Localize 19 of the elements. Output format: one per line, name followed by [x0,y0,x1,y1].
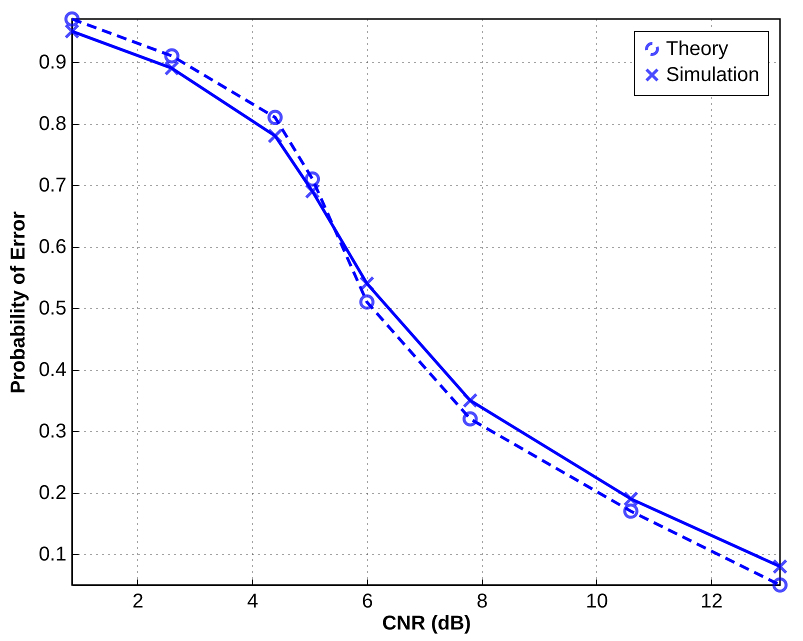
y-axis-title: Probability of Error [8,211,30,394]
x-tick-label: 12 [700,590,723,612]
y-tick-label: 0.6 [38,236,66,258]
y-tick-label: 0.4 [38,359,66,382]
y-tick-label: 0.9 [38,52,66,74]
x-tick-label: 2 [132,590,144,612]
y-tick-label: 0.7 [38,174,66,197]
x-tick-label: 8 [476,590,488,612]
y-tick-label: 0.3 [38,420,66,443]
x-tick-label: 10 [586,590,608,612]
y-tick-label: 0.1 [38,544,66,566]
y-tick-label: 0.5 [38,298,66,320]
y-tick-label: 0.2 [38,482,66,504]
x-axis-title: CNR (dB) [382,612,471,634]
x-tick-label: 6 [362,590,373,612]
legend-label: Theory [666,38,728,60]
y-tick-label: 0.8 [38,113,66,136]
legend-label: Simulation [666,64,760,86]
x-tick-label: 4 [247,590,258,612]
